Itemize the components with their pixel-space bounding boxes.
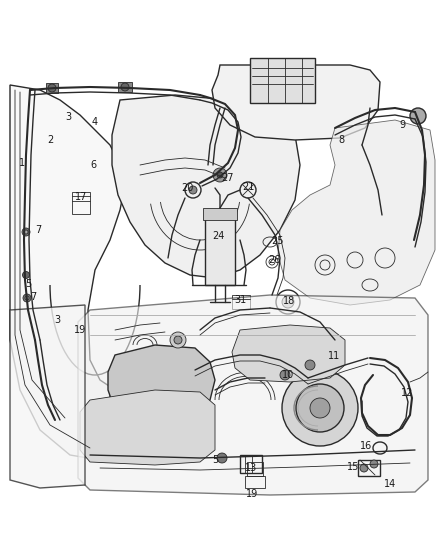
Text: 12: 12 [401,388,413,398]
Text: 1: 1 [19,158,25,168]
Circle shape [24,230,28,234]
Text: 9: 9 [399,120,405,130]
Text: 20: 20 [181,183,193,193]
Text: 2: 2 [47,135,53,145]
Circle shape [121,83,129,91]
Circle shape [282,296,294,308]
Text: 31: 31 [234,295,246,305]
Circle shape [360,464,368,472]
Circle shape [110,355,200,445]
Bar [245,476,265,488]
Circle shape [22,228,30,236]
Circle shape [410,108,426,124]
Polygon shape [108,345,215,422]
Bar [240,455,262,473]
Text: 11: 11 [328,351,340,361]
Polygon shape [80,390,215,465]
Circle shape [149,394,161,406]
Circle shape [125,370,185,430]
Text: 5: 5 [212,455,218,465]
Text: 17: 17 [75,192,87,202]
Text: 19: 19 [246,489,258,499]
Polygon shape [278,120,435,305]
Circle shape [305,360,315,370]
Bar [358,460,380,476]
Circle shape [170,332,186,348]
Circle shape [291,354,299,362]
Text: 3: 3 [54,315,60,325]
Circle shape [280,370,290,380]
Circle shape [296,384,344,432]
Circle shape [23,294,31,302]
Polygon shape [212,65,380,140]
Text: 21: 21 [242,182,254,192]
Circle shape [140,385,170,415]
Circle shape [217,172,223,178]
Text: 26: 26 [268,255,280,265]
Circle shape [282,370,358,446]
Polygon shape [10,85,145,460]
Circle shape [174,336,182,344]
Text: 4: 4 [92,117,98,127]
Circle shape [189,186,197,194]
Text: 10: 10 [282,370,294,380]
Circle shape [48,84,56,92]
Polygon shape [112,95,300,278]
Bar [46,83,58,93]
Bar [250,58,315,103]
Text: 7: 7 [30,292,36,302]
Polygon shape [232,325,345,382]
Bar [232,295,250,309]
Text: 8: 8 [338,135,344,145]
Bar [247,462,263,476]
Text: 15: 15 [347,462,359,472]
Text: 16: 16 [360,441,372,451]
Circle shape [310,398,330,418]
Text: 7: 7 [35,225,41,235]
Text: 14: 14 [384,479,396,489]
Circle shape [25,296,29,300]
Polygon shape [10,305,85,488]
Circle shape [213,168,227,182]
Text: 27: 27 [222,173,234,183]
Text: 6: 6 [90,160,96,170]
Bar [72,192,90,214]
Circle shape [263,353,273,363]
Circle shape [217,453,227,463]
Bar [118,82,132,92]
Bar [205,215,235,285]
Text: 13: 13 [245,463,257,473]
Text: 3: 3 [65,112,71,122]
Circle shape [22,271,29,279]
Text: 5: 5 [25,279,31,289]
Text: 25: 25 [272,236,284,246]
Text: 19: 19 [74,325,86,335]
Circle shape [370,460,378,468]
Bar [203,208,237,220]
Text: 24: 24 [212,231,224,241]
Polygon shape [78,295,428,495]
Text: 18: 18 [283,296,295,306]
